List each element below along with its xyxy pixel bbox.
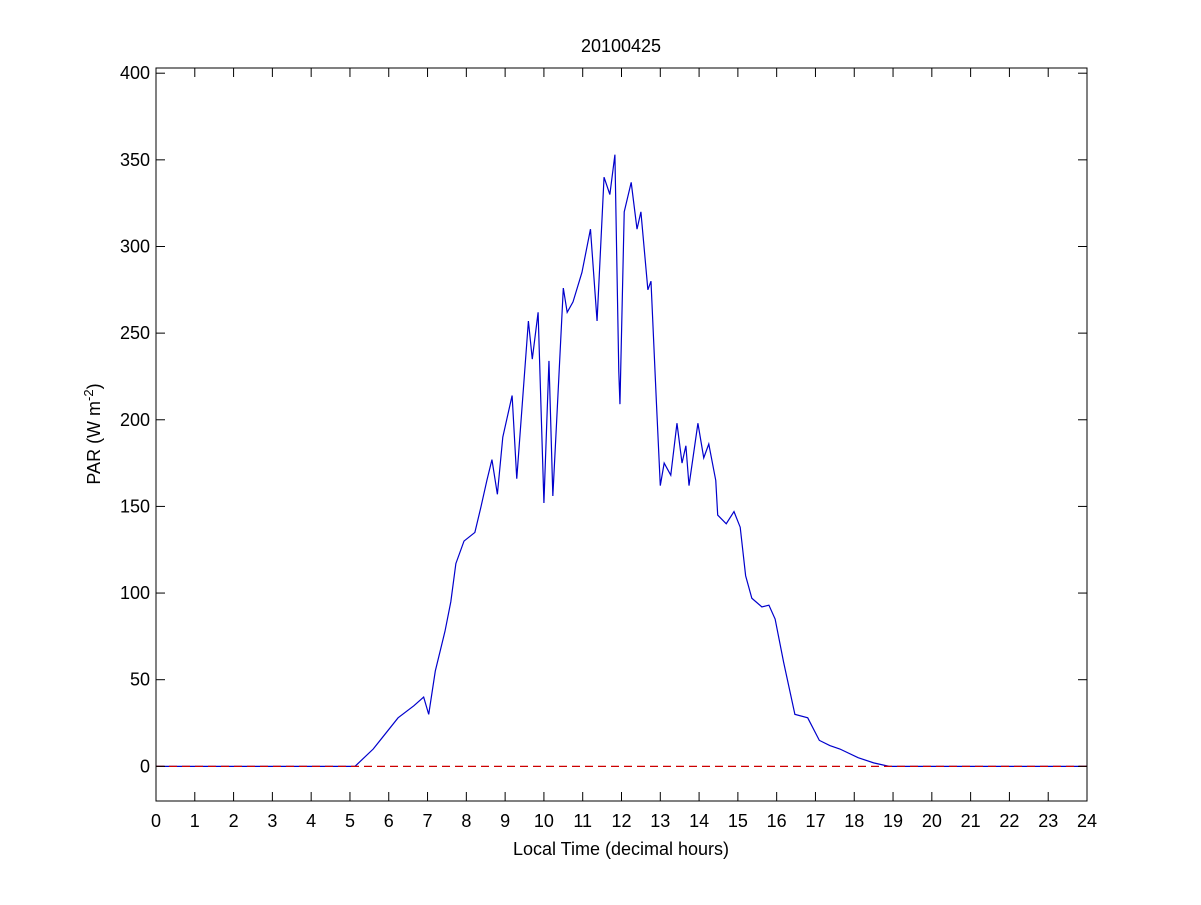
x-axis-label: Local Time (decimal hours) [513, 839, 729, 859]
y-tick-label: 300 [120, 236, 150, 256]
data-line [156, 154, 1087, 767]
x-tick-label: 3 [267, 811, 277, 831]
y-tick-label: 50 [130, 670, 150, 690]
x-tick-label: 9 [500, 811, 510, 831]
y-axis-label: PAR (W m-2) [81, 383, 104, 484]
x-tick-label: 4 [306, 811, 316, 831]
y-tick-label: 150 [120, 496, 150, 516]
x-tick-label: 14 [689, 811, 709, 831]
x-tick-label: 7 [423, 811, 433, 831]
x-tick-label: 13 [650, 811, 670, 831]
y-axis-label-sup: -2 [81, 389, 96, 401]
x-tick-label: 20 [922, 811, 942, 831]
y-tick-label: 200 [120, 410, 150, 430]
x-tick-label: 17 [805, 811, 825, 831]
y-tick-label: 350 [120, 150, 150, 170]
x-tick-label: 18 [844, 811, 864, 831]
y-tick-label: 100 [120, 583, 150, 603]
x-tick-label: 12 [611, 811, 631, 831]
chart-title: 20100425 [581, 36, 661, 56]
x-tick-label: 8 [461, 811, 471, 831]
x-tick-label: 5 [345, 811, 355, 831]
x-tick-label: 16 [767, 811, 787, 831]
x-tick-label: 22 [999, 811, 1019, 831]
x-tick-label: 10 [534, 811, 554, 831]
x-tick-label: 19 [883, 811, 903, 831]
x-tick-label: 2 [229, 811, 239, 831]
x-tick-label: 21 [961, 811, 981, 831]
y-tick-label: 400 [120, 63, 150, 83]
x-tick-label: 23 [1038, 811, 1058, 831]
x-tick-label: 6 [384, 811, 394, 831]
x-tick-label: 1 [190, 811, 200, 831]
x-tick-label: 11 [573, 811, 592, 831]
y-tick-label: 0 [140, 756, 150, 776]
y-tick-label: 250 [120, 323, 150, 343]
x-tick-label: 24 [1077, 811, 1097, 831]
x-tick-label: 15 [728, 811, 748, 831]
y-axis-label-part: PAR (W m [84, 401, 104, 485]
x-tick-label: 0 [151, 811, 161, 831]
y-axis-label-part: ) [84, 383, 104, 389]
